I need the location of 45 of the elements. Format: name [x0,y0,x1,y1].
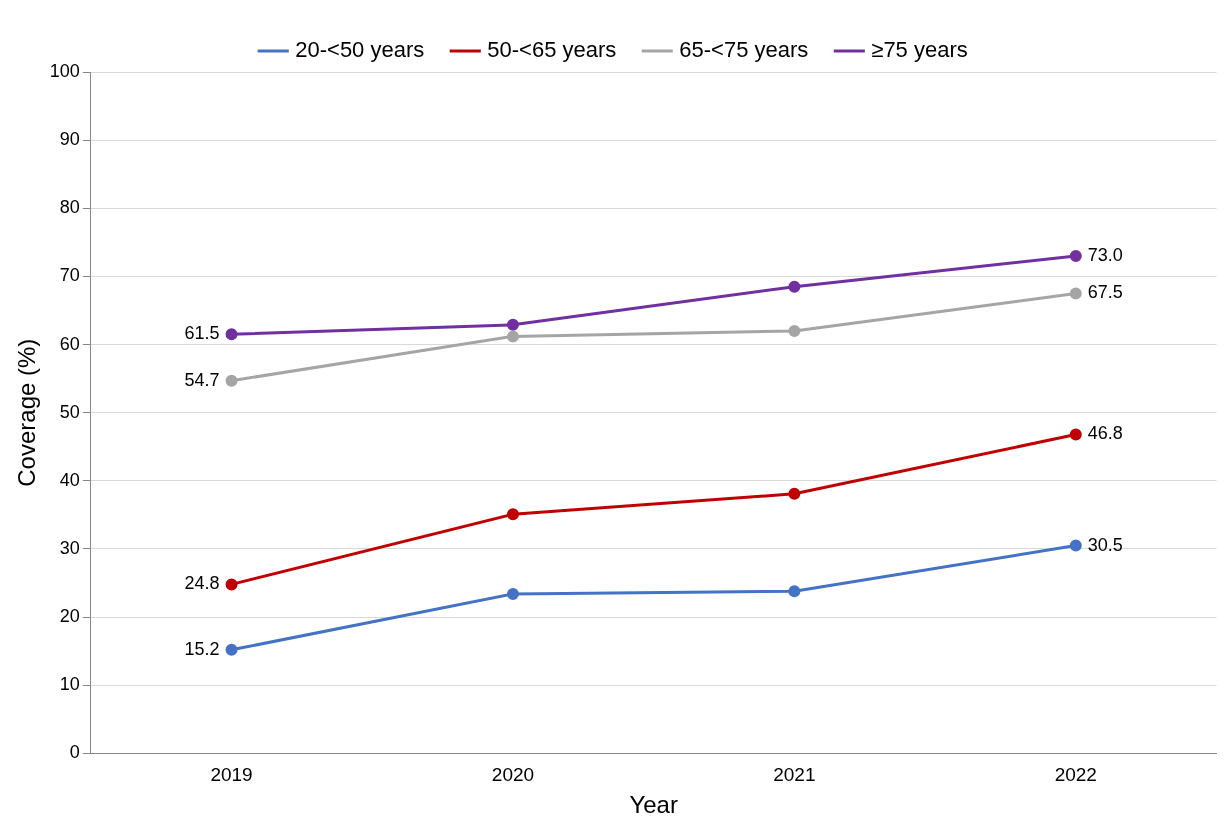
legend-label: 50-<65 years [487,37,617,63]
point [506,318,519,331]
point [1069,249,1082,262]
point [1069,539,1082,552]
y-tick-label: 60 [59,333,80,354]
y-tick-label: 90 [59,129,80,150]
point [225,643,238,656]
data-label: 46.8 [1087,423,1123,444]
y-tick-label: 100 [49,60,80,81]
data-label: 73.0 [1087,244,1123,265]
data-label: 30.5 [1087,534,1123,555]
point [788,585,801,598]
y-tick-label: 0 [69,742,80,763]
point [788,280,801,293]
point [1069,287,1082,300]
data-label: 67.5 [1087,282,1123,303]
legend-label: ≥75 years [871,37,968,63]
y-tick-label: 50 [59,401,80,422]
x-axis-title: Year [629,791,678,819]
point [506,587,519,600]
y-tick-label: 70 [59,265,80,286]
point [506,330,519,343]
x-tick-label: 2020 [491,764,535,786]
legend-label: 20-<50 years [295,37,425,63]
y-tick-label: 10 [59,674,80,695]
data-label: 15.2 [184,638,220,659]
point [225,578,238,591]
point [1069,428,1082,441]
x-tick-label: 2022 [1054,764,1097,786]
point [788,487,801,500]
y-tick-label: 80 [59,197,80,218]
y-tick-label: 30 [59,537,80,558]
x-tick-label: 2019 [210,764,253,786]
point [225,374,238,387]
x-tick-label: 2021 [773,764,816,786]
legend-label: 65-<75 years [679,37,809,63]
point [788,324,801,337]
y-axis-title: Coverage (%) [13,338,41,487]
data-label: 61.5 [184,323,220,344]
y-tick-label: 40 [59,469,80,490]
y-tick-label: 20 [59,606,80,627]
data-label: 54.7 [184,369,220,390]
point [506,508,519,521]
data-label: 24.8 [184,573,220,594]
point [225,328,238,341]
